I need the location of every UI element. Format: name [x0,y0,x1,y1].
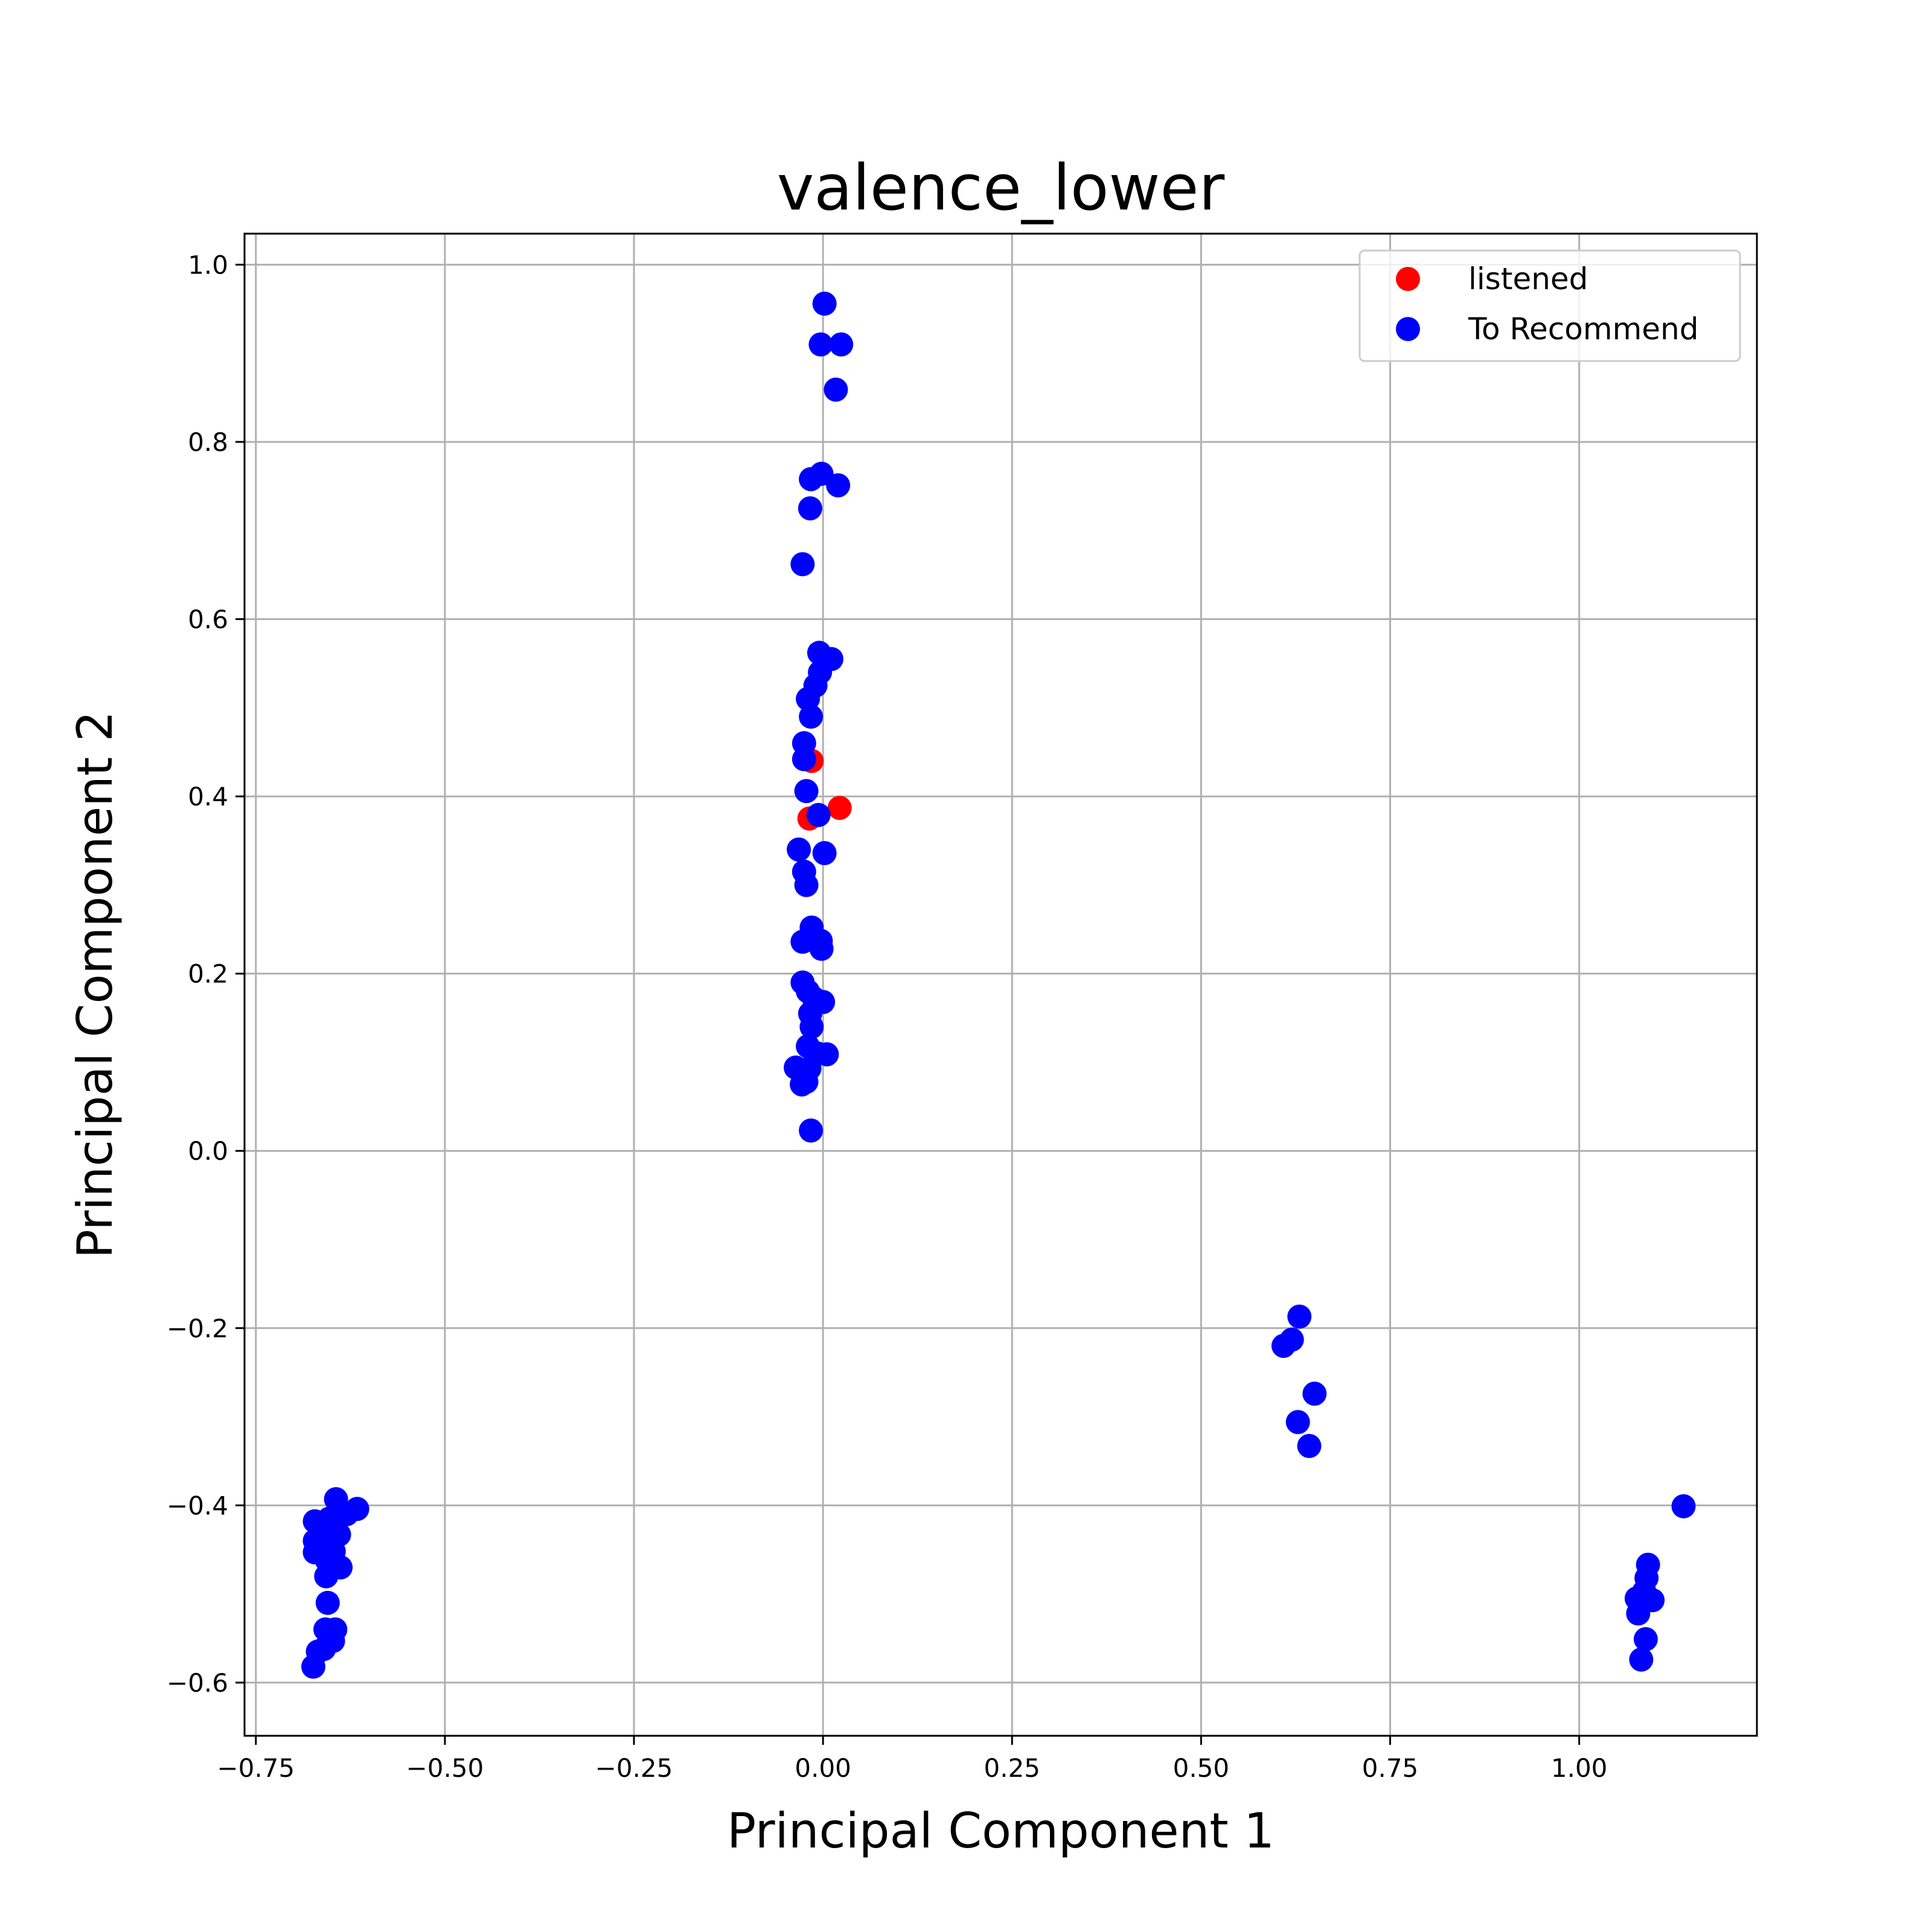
legend-label-to-recommend: To Recommend [1468,312,1698,347]
chart-title: valence_lower [777,151,1225,225]
x-tick-label: 0.75 [1362,1753,1419,1783]
point-to-recommend [1285,1410,1310,1435]
point-to-recommend [790,552,815,577]
point-to-recommend [787,837,811,862]
x-axis-label: Principal Component 1 [727,1803,1275,1859]
point-to-recommend [799,1014,824,1039]
legend-label-listened: listened [1468,261,1588,296]
legend-marker-to-recommend [1396,317,1420,341]
legend: listened To Recommend [1358,249,1741,362]
point-to-recommend [799,704,824,729]
point-to-recommend [808,332,833,357]
point-to-recommend [799,1118,824,1143]
y-axis-label: Principal Component 2 [67,711,123,1258]
point-to-recommend [812,841,837,866]
y-tick-label: 0.0 [188,1136,228,1166]
y-tick-label: 0.8 [188,427,228,457]
y-tick-label: 1.0 [188,250,228,280]
point-to-recommend [1287,1304,1312,1329]
y-tick-label: 0.4 [188,782,228,811]
x-tick-label: −0.75 [217,1753,295,1783]
point-to-recommend [794,872,819,897]
point-to-recommend [792,747,816,772]
y-tick-label: −0.6 [167,1668,228,1698]
point-to-recommend [1629,1647,1654,1672]
point-to-recommend [814,1042,839,1067]
plot-frame [243,232,1758,1737]
x-tick-label: 1.00 [1551,1753,1608,1783]
point-to-recommend [798,496,822,521]
point-to-recommend [1633,1627,1658,1652]
legend-marker-listened [1396,267,1420,291]
point-to-recommend [812,291,837,316]
point-to-recommend [1626,1601,1651,1626]
x-tick-label: 0.50 [1173,1753,1230,1783]
point-to-recommend [1671,1494,1696,1518]
data-points [301,291,1696,1679]
x-tick-label: −0.25 [595,1753,673,1783]
x-tick-label: 0.00 [795,1753,851,1783]
point-to-recommend [314,1564,339,1588]
y-tick-label: 0.6 [188,605,228,635]
point-to-recommend [794,1069,819,1094]
point-to-recommend [1302,1381,1327,1406]
point-to-recommend [799,467,824,491]
point-to-recommend [315,1590,340,1615]
point-to-recommend [1297,1434,1322,1459]
point-listened [827,796,852,820]
x-tick-label: 0.25 [984,1753,1041,1783]
y-tick-label: −0.2 [167,1314,228,1343]
axis-ticks: −0.75 −0.50 −0.25 0.00 0.25 0.50 0.75 1.00 −0.6 −… [167,250,1607,1783]
point-to-recommend [806,802,831,827]
legend-box [1358,249,1741,362]
point-to-recommend [790,929,815,954]
grid-lines [245,234,1757,1736]
point-to-recommend [826,473,851,497]
point-to-recommend [824,377,848,402]
x-tick-label: −0.50 [406,1753,484,1783]
y-tick-label: 0.2 [188,959,228,989]
point-to-recommend [809,936,834,961]
y-tick-label: −0.4 [167,1491,228,1520]
point-to-recommend [301,1654,325,1679]
point-to-recommend [829,332,854,357]
point-to-recommend [1271,1334,1296,1358]
point-to-recommend [794,779,819,804]
